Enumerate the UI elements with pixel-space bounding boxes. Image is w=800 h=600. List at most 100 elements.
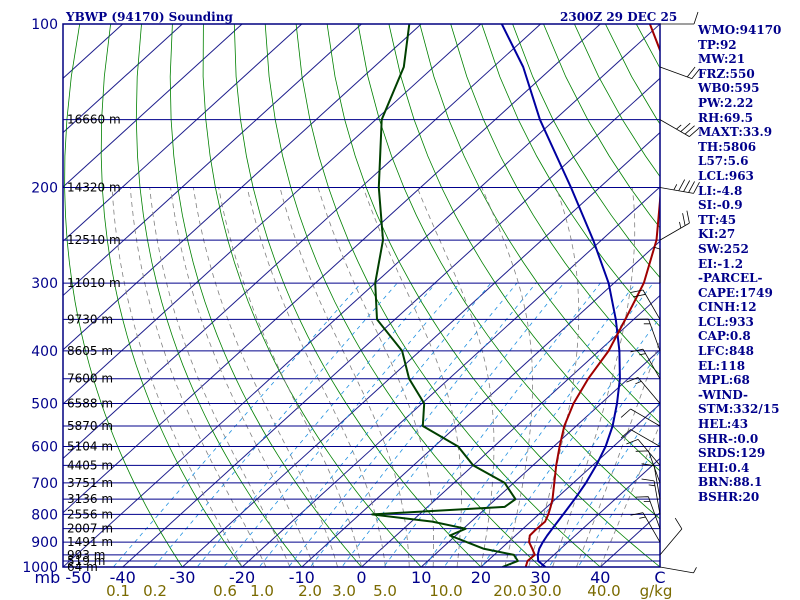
dry-adiabat-line — [295, 24, 601, 567]
dry-adiabat-line — [202, 24, 422, 567]
wind-barb — [626, 377, 661, 404]
wind-barb — [620, 408, 661, 427]
mixing-ratio-tick-label: 2.0 — [298, 582, 322, 600]
height-tick-label: 2007 m — [67, 522, 113, 536]
parameter-item: WMO:94170 — [698, 23, 782, 37]
moist-adiabat-line — [111, 187, 243, 567]
mixing-ratio-line — [341, 282, 565, 567]
dry-adiabat-line — [357, 24, 660, 520]
parameter-item: MPL:68 — [698, 373, 750, 388]
parameter-item: WB0:595 — [698, 81, 760, 96]
temperature-tick-label: C — [654, 568, 665, 587]
moist-adiabat-line — [279, 187, 410, 567]
isotherm-line — [63, 24, 303, 242]
parameter-item: LCL:963 — [698, 168, 754, 183]
pressure-tick-label: 400 — [31, 344, 58, 360]
temperature-tick-label: -30 — [169, 568, 195, 587]
height-tick-label: 5870 m — [67, 419, 113, 433]
isotherm-line — [63, 24, 541, 460]
moist-adiabat-line — [149, 187, 291, 567]
height-tick-label: 14320 m — [67, 180, 121, 194]
wind-barb — [641, 478, 661, 515]
mixing-ratio-line — [423, 282, 637, 567]
pressure-tick-label: 200 — [31, 180, 58, 196]
temperature-tick-label: 40 — [590, 568, 610, 587]
mixing-ratio-line — [309, 282, 537, 567]
dry-adiabat-line — [450, 24, 660, 376]
mixing-ratio-tick-label: 30.0 — [528, 582, 561, 600]
wind-barb — [620, 429, 661, 447]
temperature-tick-label: 10 — [411, 568, 431, 587]
moist-adiabat-line — [246, 187, 386, 567]
mixing-ratio-line — [112, 282, 362, 567]
parameter-item: STM:332/15 — [698, 402, 780, 417]
wind-barb — [659, 119, 700, 137]
parameter-item: MAXT:33.9 — [698, 125, 773, 140]
isotherm-line — [301, 240, 660, 567]
pressure-tick-label: 500 — [31, 397, 58, 413]
parameter-item: PW:2.22 — [698, 95, 754, 110]
height-tick-label: 5104 m — [67, 440, 113, 454]
valid-time: 2300Z 29 DEC 25 — [560, 10, 678, 24]
isotherm-line — [241, 186, 660, 567]
temperature-tick-label: mb -50 — [35, 568, 92, 587]
pressure-tick-label: 900 — [31, 535, 58, 551]
wind-barb — [659, 66, 701, 79]
height-tick-label: 519 m — [67, 554, 105, 568]
parameter-item: SHR-:0.0 — [698, 431, 759, 446]
height-tick-label: 6588 m — [67, 397, 113, 411]
mixing-ratio-tick-label: g/kg — [640, 582, 673, 600]
mixing-ratio-line — [288, 282, 518, 567]
isotherm-line — [63, 24, 601, 514]
plot-area — [63, 24, 800, 579]
mixing-ratio-line — [548, 401, 660, 567]
dry-adiabat-line — [64, 24, 183, 567]
dry-adiabat-line — [135, 24, 303, 567]
pressure-tick-label: 800 — [31, 507, 58, 523]
parameter-item: KI:27 — [698, 227, 736, 242]
moist-adiabat-line — [170, 187, 315, 567]
parameter-item: TH:5806 — [698, 139, 757, 154]
mixing-ratio-tick-label: 10.0 — [429, 582, 462, 600]
parameter-list: WMO:94170 TP:92 MW:21 FRZ:550 WB0:595 PW:2.22… — [698, 23, 781, 505]
parameter-item: L57:5.6 — [698, 154, 749, 169]
wind-barb — [630, 348, 661, 379]
mixing-ratio-tick-label: 3.0 — [332, 582, 356, 600]
parameter-item: EI:-1.2 — [698, 256, 744, 271]
parameter-item: MW:21 — [698, 52, 746, 67]
parameter-item: SW:252 — [698, 241, 749, 256]
height-tick-label: 7600 m — [67, 372, 113, 386]
mixing-ratio-tick-label: 0.6 — [213, 582, 237, 600]
dry-adiabat-line — [388, 24, 660, 472]
parameter-item: BRN:88.1 — [698, 475, 763, 490]
temperature-tick-label: 30 — [530, 568, 550, 587]
height-tick-label: 2556 m — [67, 507, 113, 521]
pressure-tick-label: 100 — [31, 17, 58, 33]
mixing-ratio-line — [508, 350, 660, 567]
dry-adiabat-line — [326, 24, 660, 567]
parameter-item: SRDS:129 — [698, 446, 766, 461]
mixing-ratio-line — [577, 441, 660, 567]
mixing-ratio-tick-label: 40.0 — [587, 582, 620, 600]
parameter-item: -PARCEL- — [698, 271, 763, 286]
isotherm-line — [420, 349, 660, 567]
pressure-tick-label: 600 — [31, 440, 58, 456]
height-tick-label: 3751 m — [67, 476, 113, 490]
height-tick-label: 8605 m — [67, 344, 113, 358]
moist-adiabat-line — [528, 187, 580, 567]
plot-frame — [62, 23, 661, 568]
wind-barb — [635, 450, 661, 484]
parameter-item: FRZ:550 — [698, 66, 755, 81]
pressure-tick-label: 700 — [31, 476, 58, 492]
parameter-item: EL:118 — [698, 358, 746, 373]
parameter-item: LFC:848 — [698, 344, 754, 359]
isotherm-line — [63, 24, 243, 188]
dry-adiabat-line — [791, 24, 800, 579]
parameter-item: RH:69.5 — [698, 110, 753, 125]
parameter-item: LI:-4.8 — [698, 183, 743, 198]
height-tick-label: 12510 m — [67, 233, 121, 247]
wind-barb — [626, 439, 661, 466]
dry-adiabat-line — [100, 24, 243, 567]
moist-adiabat-line — [317, 187, 434, 567]
